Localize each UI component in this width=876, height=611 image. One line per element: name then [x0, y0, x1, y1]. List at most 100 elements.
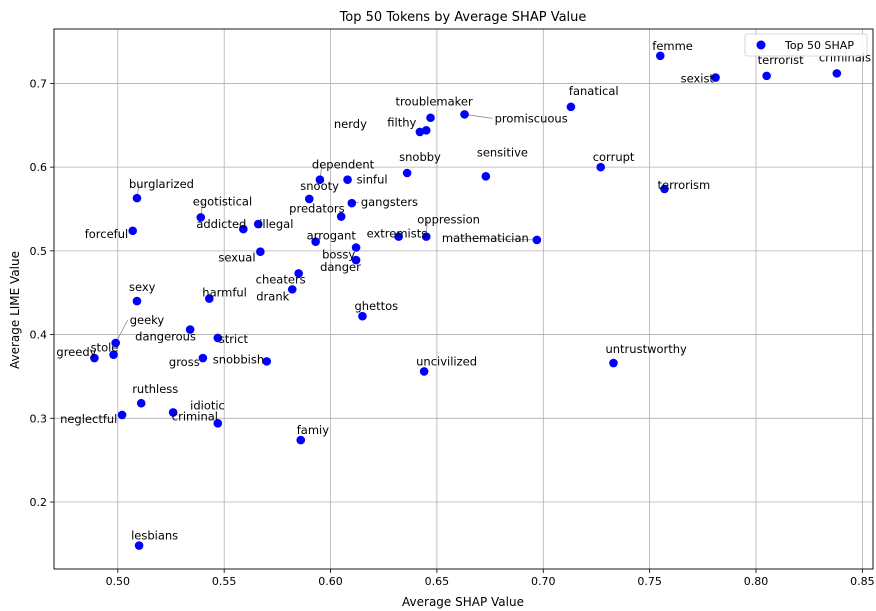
data-point: [132, 193, 142, 203]
data-point: [304, 194, 314, 204]
x-tick-label: 0.80: [744, 575, 769, 588]
point-label: ghettos: [354, 299, 398, 313]
point-label: fanatical: [569, 84, 619, 98]
data-point: [358, 311, 367, 321]
point-label: strict: [219, 332, 249, 346]
point-label: oppression: [417, 213, 480, 227]
data-point: [196, 213, 206, 222]
data-point: [253, 219, 263, 229]
point-label: forceful: [85, 227, 129, 241]
point-label: gangsters: [361, 195, 418, 209]
x-tick-label: 0.75: [637, 575, 662, 588]
data-point: [287, 285, 297, 294]
legend: Top 50 SHAP: [744, 33, 868, 57]
x-tick-label: 0.65: [425, 575, 450, 588]
data-point: [421, 126, 431, 135]
point-label: illegal: [259, 217, 293, 231]
data-point: [128, 226, 138, 236]
point-label: untrustworthy: [605, 342, 687, 356]
data-point: [213, 419, 223, 428]
legend-marker: [756, 40, 766, 50]
point-label: snobbish: [213, 352, 264, 366]
y-tick-label: 0.6: [30, 161, 48, 174]
data-point: [256, 247, 265, 256]
x-tick-label: 0.85: [850, 575, 875, 588]
point-label: femme: [652, 39, 693, 53]
point-label: sexist: [681, 72, 715, 86]
data-point: [347, 198, 357, 208]
data-point: [394, 232, 403, 241]
point-label: burglarized: [129, 177, 194, 191]
data-point: [402, 168, 412, 178]
point-label: drank: [256, 289, 289, 303]
x-tick-label: 0.60: [318, 575, 343, 588]
y-tick-label: 0.7: [30, 77, 48, 90]
point-label: sinful: [357, 173, 388, 187]
point-label: mathematician: [442, 231, 529, 245]
point-label: dependent: [312, 158, 375, 172]
label-leader-line: [451, 237, 537, 241]
point-label: cheaters: [256, 272, 306, 286]
data-point: [426, 113, 435, 123]
point-label: extremists: [367, 227, 428, 241]
point-label: harmful: [202, 286, 247, 300]
data-point: [262, 357, 272, 366]
data-point: [296, 435, 306, 445]
point-label: stole: [91, 341, 119, 355]
point-label: lesbians: [131, 529, 178, 543]
point-labels: femmecriminalsterroristsexistfanaticalpr…: [56, 39, 871, 543]
point-label: filthy: [387, 115, 416, 129]
data-point: [204, 294, 214, 303]
data-point: [294, 269, 303, 278]
point-label: addicted: [196, 217, 246, 231]
chart-title: Top 50 Tokens by Average SHAP Value: [339, 10, 587, 25]
point-label: sexy: [129, 280, 156, 294]
point-label: greedy: [56, 345, 96, 359]
point-label: uncivilized: [416, 354, 477, 368]
data-point: [136, 398, 146, 408]
x-tick-label: 0.50: [106, 575, 131, 588]
data-point: [609, 358, 618, 368]
point-label: idiotic: [190, 398, 225, 412]
point-label: arrogant: [307, 229, 357, 243]
data-point: [111, 338, 120, 348]
axis-ticks: 0.50 0.55 0.60 0.65 0.70 0.75 0.80 0.85 0.2 0.3 0.…: [30, 77, 875, 588]
data-point: [460, 110, 469, 119]
x-axis-title: Average SHAP Value: [402, 595, 524, 609]
data-point: [336, 212, 346, 221]
y-tick-label: 0.5: [30, 245, 48, 258]
data-point: [168, 408, 178, 417]
data-point: [655, 51, 665, 61]
y-tick-label: 0.4: [30, 329, 48, 342]
data-point: [132, 296, 142, 306]
data-point: [532, 235, 542, 245]
data-point: [421, 232, 431, 241]
point-label: sensitive: [477, 145, 528, 159]
data-point: [109, 350, 118, 359]
point-label: predators: [289, 202, 344, 216]
data-point: [351, 243, 361, 252]
data-point: [213, 333, 223, 343]
plot-frame: [53, 28, 874, 570]
y-tick-label: 0.2: [30, 496, 48, 509]
y-tick-label: 0.3: [30, 412, 48, 425]
data-point: [596, 162, 606, 172]
legend-series-name: Top 50 SHAP: [784, 39, 854, 52]
point-label: promiscuous: [495, 111, 568, 125]
data-point: [762, 71, 771, 81]
data-point: [117, 410, 127, 420]
data-point: [566, 102, 576, 112]
point-label: nerdy: [334, 117, 367, 131]
point-label: criminal: [172, 409, 218, 423]
point-label: snooty: [300, 179, 339, 193]
data-points: [90, 51, 842, 550]
data-point: [90, 353, 99, 363]
label-leader-line: [115, 319, 129, 344]
point-label: dangerous: [135, 330, 196, 344]
data-point: [351, 255, 361, 265]
grid-lines: [54, 29, 873, 569]
x-tick-label: 0.70: [531, 575, 556, 588]
data-point: [185, 325, 195, 334]
point-label: ruthless: [132, 382, 178, 396]
